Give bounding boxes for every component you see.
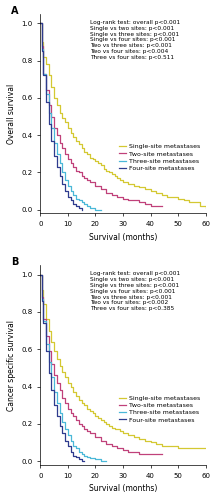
X-axis label: Survival (months): Survival (months) bbox=[89, 484, 157, 493]
Legend: Single-site metastases, Two-site metastases, Three-site metastases, Four-site me: Single-site metastases, Two-site metasta… bbox=[116, 393, 202, 425]
Y-axis label: Overall survival: Overall survival bbox=[7, 84, 16, 144]
Y-axis label: Cancer specific survival: Cancer specific survival bbox=[7, 320, 16, 410]
X-axis label: Survival (months): Survival (months) bbox=[89, 232, 157, 241]
Legend: Single-site metastases, Two-site metastases, Three-site metastases, Four-site me: Single-site metastases, Two-site metasta… bbox=[116, 142, 202, 174]
Text: Log-rank test: overall p<0.001
Single vs two sites: p<0.001
Single vs three site: Log-rank test: overall p<0.001 Single vs… bbox=[90, 272, 180, 311]
Text: Log-rank test: overall p<0.001
Single vs two sites: p<0.001
Single vs three site: Log-rank test: overall p<0.001 Single vs… bbox=[90, 20, 180, 59]
Text: A: A bbox=[11, 6, 18, 16]
Text: B: B bbox=[11, 258, 18, 268]
